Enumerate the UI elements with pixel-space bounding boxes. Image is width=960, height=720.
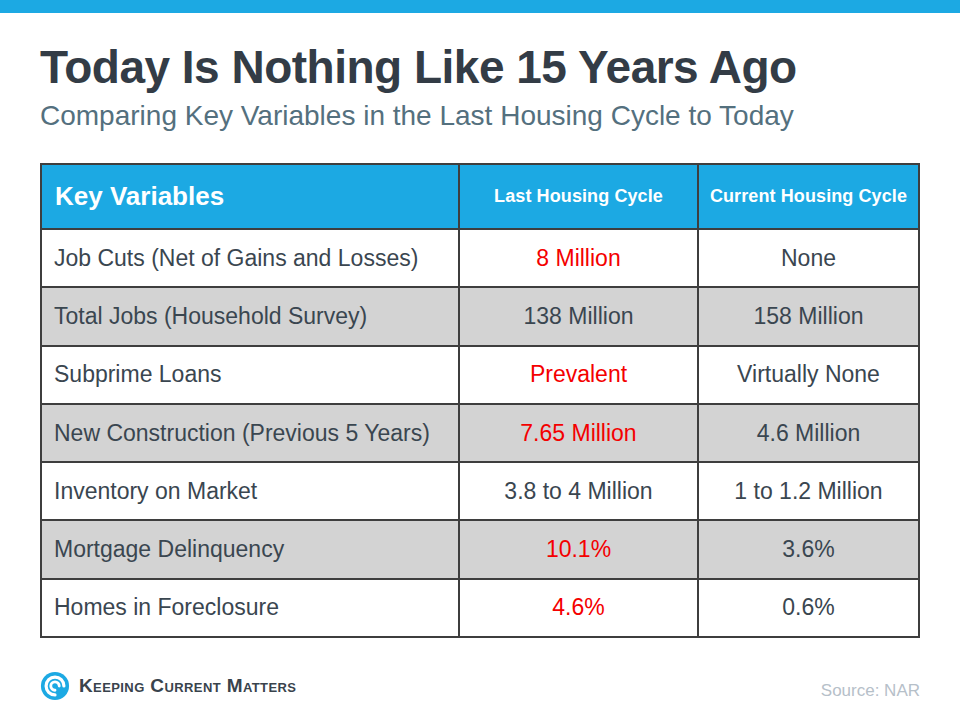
variable-cell: Total Jobs (Household Survey) (41, 287, 459, 345)
slide: Today Is Nothing Like 15 Years Ago Compa… (0, 0, 960, 720)
variable-cell: Mortgage Delinquency (41, 520, 459, 578)
page-subtitle: Comparing Key Variables in the Last Hous… (40, 100, 920, 132)
current-cycle-cell: 0.6% (698, 579, 919, 637)
table-row: Subprime Loans Prevalent Virtually None (41, 346, 919, 404)
kcm-swirl-icon (40, 671, 70, 701)
table-body: Job Cuts (Net of Gains and Losses) 8 Mil… (41, 229, 919, 637)
source-note: Source: NAR (821, 681, 920, 701)
variable-cell: Inventory on Market (41, 462, 459, 520)
variable-cell: New Construction (Previous 5 Years) (41, 404, 459, 462)
last-cycle-cell: Prevalent (459, 346, 698, 404)
last-cycle-cell: 4.6% (459, 579, 698, 637)
table-row: Job Cuts (Net of Gains and Losses) 8 Mil… (41, 229, 919, 287)
current-cycle-cell: 1 to 1.2 Million (698, 462, 919, 520)
last-cycle-cell: 138 Million (459, 287, 698, 345)
column-header-key-variables: Key Variables (41, 164, 459, 229)
current-cycle-cell: 158 Million (698, 287, 919, 345)
table-row: Mortgage Delinquency 10.1% 3.6% (41, 520, 919, 578)
last-cycle-cell: 3.8 to 4 Million (459, 462, 698, 520)
column-header-last-housing-cycle: Last Housing Cycle (459, 164, 698, 229)
comparison-table: Key Variables Last Housing Cycle Current… (40, 163, 920, 638)
current-cycle-cell: 4.6 Million (698, 404, 919, 462)
table-row: Inventory on Market 3.8 to 4 Million 1 t… (41, 462, 919, 520)
last-cycle-cell: 7.65 Million (459, 404, 698, 462)
top-accent-bar (0, 0, 960, 13)
page-title: Today Is Nothing Like 15 Years Ago (40, 40, 920, 94)
variable-cell: Job Cuts (Net of Gains and Losses) (41, 229, 459, 287)
table-row: Total Jobs (Household Survey) 138 Millio… (41, 287, 919, 345)
table-row: Homes in Foreclosure 4.6% 0.6% (41, 579, 919, 637)
brand-logo: Keeping Current Matters (40, 671, 296, 701)
variable-cell: Homes in Foreclosure (41, 579, 459, 637)
current-cycle-cell: 3.6% (698, 520, 919, 578)
current-cycle-cell: None (698, 229, 919, 287)
brand-name: Keeping Current Matters (79, 675, 296, 697)
current-cycle-cell: Virtually None (698, 346, 919, 404)
last-cycle-cell: 10.1% (459, 520, 698, 578)
table-header: Key Variables Last Housing Cycle Current… (41, 164, 919, 229)
variable-cell: Subprime Loans (41, 346, 459, 404)
table-row: New Construction (Previous 5 Years) 7.65… (41, 404, 919, 462)
column-header-current-housing-cycle: Current Housing Cycle (698, 164, 919, 229)
last-cycle-cell: 8 Million (459, 229, 698, 287)
